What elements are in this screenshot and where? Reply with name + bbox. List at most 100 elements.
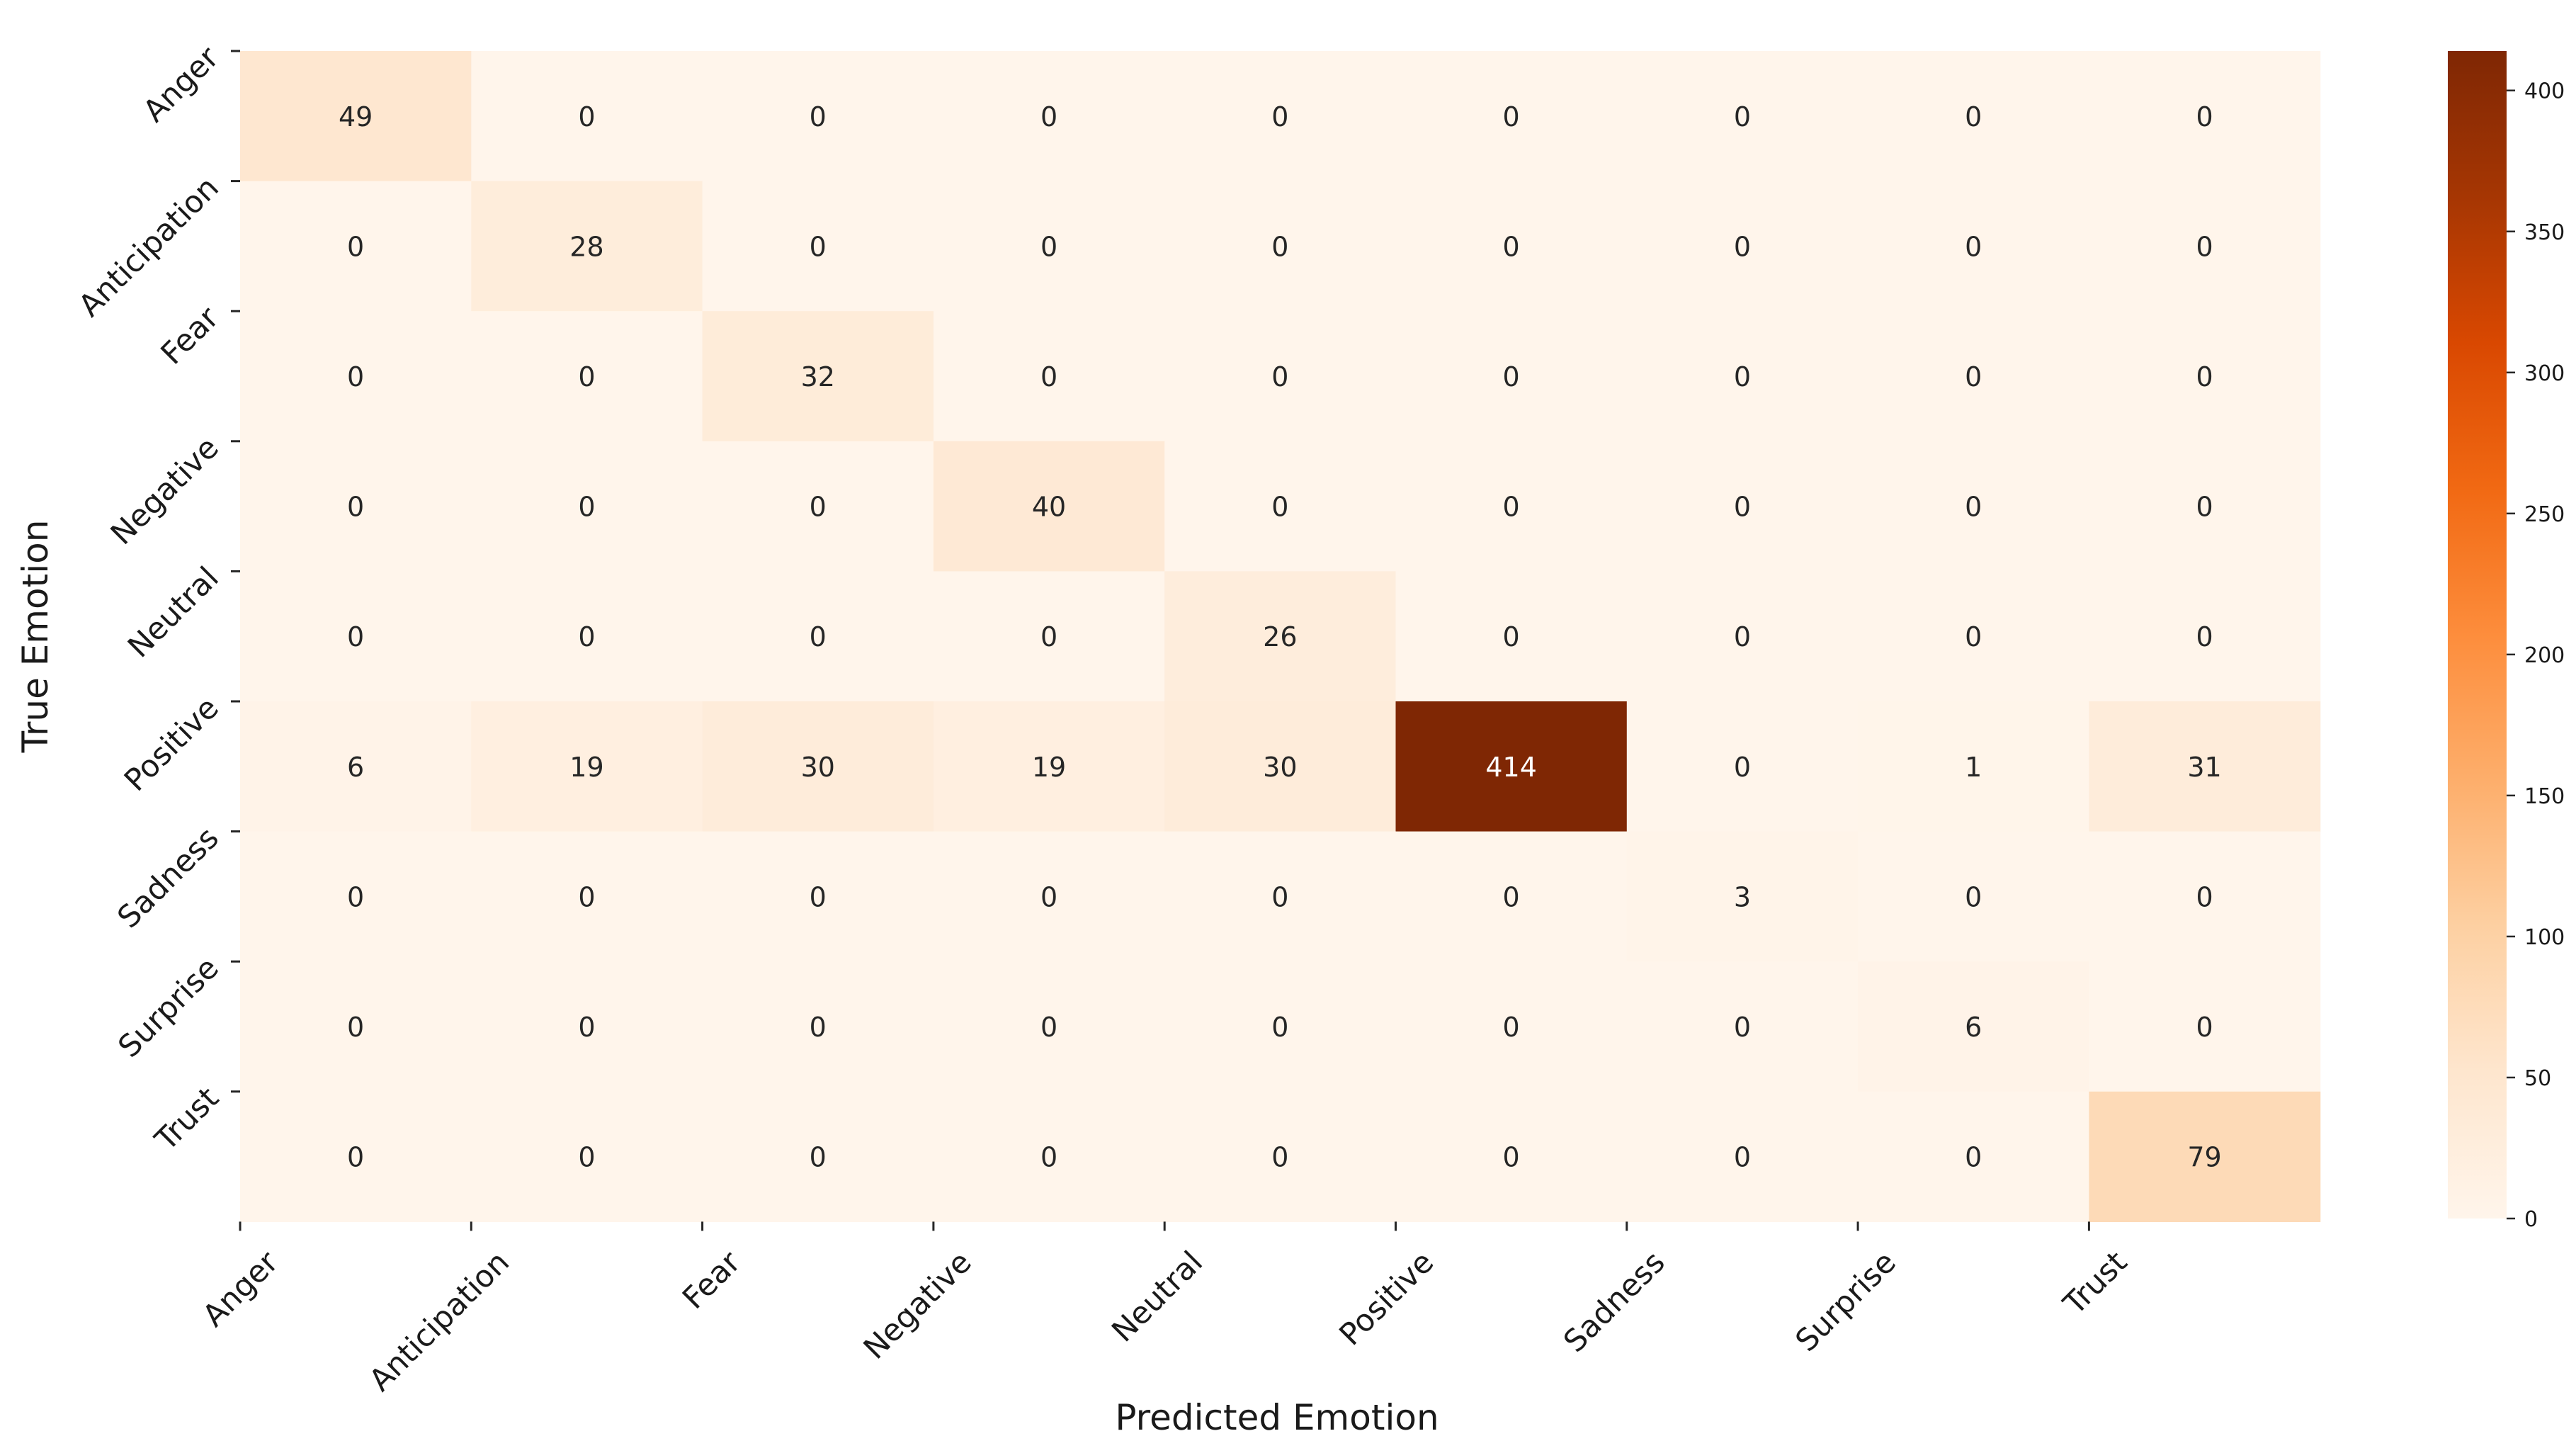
y-tick-label: Negative [104,430,226,552]
cell-value-label: 0 [1271,1012,1288,1043]
cell-value-label: 0 [2196,361,2213,392]
cell-value-label: 0 [2196,1012,2213,1043]
cell-value-label: 0 [1040,881,1057,912]
x-tick-label: Sadness [1557,1245,1672,1359]
y-axis-label: True Emotion [15,520,56,754]
x-axis-label: Predicted Emotion [1115,1397,1439,1438]
cell-value-label: 0 [2196,621,2213,652]
colorbar-tick-label: 0 [2524,1207,2538,1232]
heatmap-cell [240,1091,472,1222]
heatmap-cell [1626,571,1859,702]
cell-value-label: 0 [1503,361,1520,392]
cell-value-label: 0 [578,1012,595,1043]
heatmap-cell [1164,51,1397,182]
cell-value-label: 0 [1271,361,1288,392]
heatmap-cell [2089,441,2321,572]
heatmap-cell [1858,441,2089,572]
cell-value-label: 31 [2187,752,2221,783]
heatmap-cell [1858,181,2089,312]
cell-value-label: 19 [569,752,603,783]
cell-value-label: 40 [1032,492,1066,523]
cell-value-label: 0 [1965,881,1982,912]
cell-value-label: 0 [1965,231,1982,262]
cell-value-label: 19 [1032,752,1066,783]
cell-value-label: 0 [1734,1012,1751,1043]
cell-value-label: 0 [1503,1012,1520,1043]
heatmap-cell [2089,571,2321,702]
heatmap-cell [1395,51,1628,182]
cell-value-label: 0 [1271,101,1288,132]
heatmap-cell [1858,961,2089,1092]
cell-value-label: 0 [1271,492,1288,523]
cell-value-label: 30 [801,752,835,783]
cell-value-label: 0 [1734,1142,1751,1173]
x-tick-label: Surprise [1789,1245,1903,1359]
heatmap-cell [1395,441,1628,572]
heatmap-cell [471,181,703,312]
y-tick-label: Trust [148,1080,226,1158]
cell-value-label: 0 [2196,231,2213,262]
cell-value-label: 28 [569,231,603,262]
cell-annotations: 49 0 0 0 0 0 0 0 0 0 28 0 0 0 0 0 0 0 0 0 32 0 0 0 0 0 0 0 0 0 40 0 0 0 0 0… [339,101,2222,1173]
heatmap-cell [2089,311,2321,442]
heatmap-cell [702,181,934,312]
cell-value-label: 0 [1965,492,1982,523]
cell-value-label: 0 [1965,361,1982,392]
cell-value-label: 0 [2196,101,2213,132]
heatmap-cell [933,701,1165,832]
cell-value-label: 0 [578,492,595,523]
heatmap-cell [933,311,1165,442]
cell-value-label: 0 [1503,1142,1520,1173]
heatmap-cell [1626,181,1859,312]
heatmap-cell [933,1091,1165,1222]
colorbar-tick-label: 400 [2524,79,2565,104]
heatmap-cell [2089,831,2321,962]
heatmap-cell [240,441,472,572]
heatmap-cell [1395,571,1628,702]
heatmap-cell [240,181,472,312]
cell-value-label: 0 [810,231,827,262]
heatmap-cell [1164,831,1397,962]
heatmap-cell [933,961,1165,1092]
cell-value-label: 0 [1734,492,1751,523]
colorbar-tick-label: 300 [2524,361,2565,386]
cell-value-label: 0 [810,621,827,652]
cell-value-label: 0 [1503,231,1520,262]
cell-value-label: 79 [2187,1142,2221,1173]
x-tick-label: Positive [1333,1245,1441,1353]
heatmap-cell [1858,571,2089,702]
y-tick-label: Positive [118,690,226,798]
cell-value-label: 0 [347,1142,364,1173]
cell-value-label: 0 [347,492,364,523]
heatmap-cell [1626,311,1859,442]
cell-value-label: 0 [1965,1142,1982,1173]
cell-value-label: 0 [1040,361,1057,392]
heatmap-cell [702,311,934,442]
heatmap-cell [702,1091,934,1222]
cell-value-label: 0 [2196,881,2213,912]
heatmap-cell [1858,311,2089,442]
heatmap-cell [1858,51,2089,182]
y-tick-label: Fear [154,300,226,371]
heatmap-cell [2089,701,2321,832]
heatmap-cell [1395,311,1628,442]
cell-value-label: 0 [1040,101,1057,132]
heatmap-cell [471,831,703,962]
cell-value-label: 0 [1271,1142,1288,1173]
colorbar-tick-label: 50 [2524,1066,2551,1091]
cell-value-label: 0 [1734,621,1751,652]
heatmap-cell [2089,51,2321,182]
cell-value-label: 0 [347,1012,364,1043]
heatmap-cells [240,51,2321,1222]
cell-value-label: 0 [1040,1012,1057,1043]
heatmap-cell [933,571,1165,702]
cell-value-label: 0 [1040,621,1057,652]
heatmap-cell [240,701,472,832]
cell-value-label: 0 [1503,101,1520,132]
x-tick-label: Neutral [1105,1245,1210,1350]
x-tick-label: Trust [2056,1245,2134,1323]
cell-value-label: 0 [347,361,364,392]
heatmap-cell [1164,571,1397,702]
